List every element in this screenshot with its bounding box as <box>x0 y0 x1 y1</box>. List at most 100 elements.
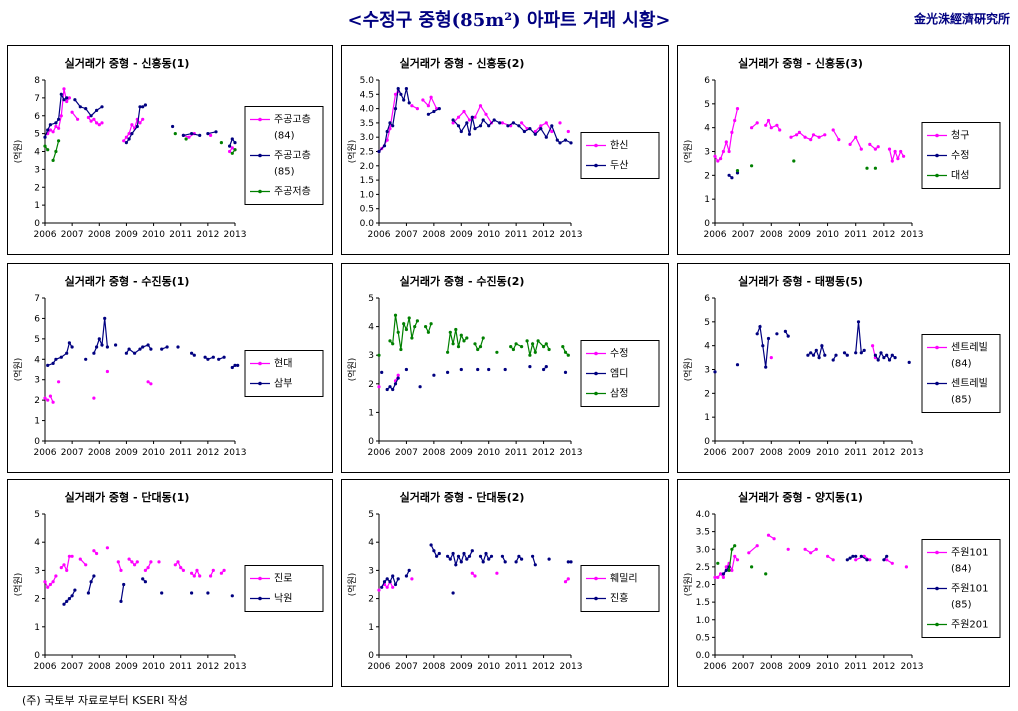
chart-title: 실거래가 중형 - 수진동(2) <box>400 274 525 288</box>
data-point <box>59 355 63 359</box>
data-point <box>415 319 419 323</box>
x-tick-label: 2008 <box>422 448 445 458</box>
data-point <box>724 568 728 572</box>
data-point <box>95 551 99 556</box>
x-tick-label: 2008 <box>760 230 783 240</box>
y-tick-label: 0 <box>368 437 374 447</box>
data-point <box>393 582 398 587</box>
data-point <box>122 582 126 587</box>
data-point <box>495 571 499 575</box>
data-point <box>555 138 559 142</box>
data-point <box>522 129 526 134</box>
data-point <box>451 551 455 556</box>
data-point <box>533 563 537 567</box>
data-point <box>498 121 502 125</box>
data-point <box>138 121 142 125</box>
data-point <box>57 380 61 384</box>
data-point <box>43 144 47 148</box>
data-point <box>48 128 53 132</box>
data-point <box>391 574 395 578</box>
data-point <box>764 365 768 369</box>
x-tick-label: 2011 <box>844 448 867 458</box>
x-tick-label: 2012 <box>872 662 895 672</box>
data-point <box>766 336 771 341</box>
x-tick-label: 2011 <box>844 230 867 240</box>
data-point <box>396 373 400 377</box>
y-tick-label: 5.0 <box>360 76 375 86</box>
data-point <box>462 551 466 556</box>
data-point <box>542 367 546 372</box>
data-point <box>769 356 773 360</box>
legend-entry: 센트레빌 <box>951 342 988 354</box>
legend-entry: 현대 <box>274 358 292 370</box>
data-point <box>233 363 237 367</box>
x-tick-label: 2010 <box>477 662 500 672</box>
y-tick-label: 2 <box>704 171 710 181</box>
data-point <box>834 353 838 357</box>
data-point <box>904 565 908 569</box>
data-point <box>489 554 494 558</box>
data-point <box>451 591 455 595</box>
x-tick-label: 2006 <box>704 662 727 672</box>
y-tick-label: 1.0 <box>696 616 711 626</box>
data-point <box>823 353 827 357</box>
data-point <box>769 126 773 130</box>
data-point <box>772 537 776 541</box>
data-point <box>481 118 485 122</box>
data-point <box>92 396 96 400</box>
data-point <box>73 588 77 592</box>
x-tick-label: 2013 <box>901 662 924 672</box>
y-axis-label: (억원) <box>12 573 24 597</box>
data-point <box>459 560 463 564</box>
data-point <box>43 580 47 584</box>
data-point <box>724 140 728 144</box>
y-tick-label: 5 <box>704 318 710 328</box>
data-point <box>143 580 147 584</box>
data-point <box>721 575 725 579</box>
data-point <box>868 142 872 146</box>
data-point <box>48 394 53 398</box>
data-point <box>783 329 787 333</box>
y-tick-label: 4.0 <box>696 510 711 520</box>
data-point <box>764 123 768 127</box>
data-point <box>124 351 128 355</box>
data-point <box>492 118 496 122</box>
x-tick-label: 2010 <box>816 448 839 458</box>
legend-marker <box>594 596 598 601</box>
chart-panel: 실거래가 중형 - 수진동(1) 0 1 2 3 4 5 6 7 2006 2007 2008 2009… <box>7 263 333 473</box>
data-point <box>396 87 400 91</box>
data-point <box>70 554 74 558</box>
legend-marker <box>258 189 262 194</box>
data-point <box>51 130 55 134</box>
legend-entry: 주공고층 <box>274 114 311 126</box>
data-point <box>228 149 232 154</box>
x-tick-label: 2011 <box>844 662 867 672</box>
data-point <box>862 348 866 352</box>
data-point <box>70 594 74 598</box>
data-point <box>65 599 69 603</box>
data-point <box>473 115 477 119</box>
data-point <box>230 365 234 370</box>
data-point <box>65 568 69 572</box>
series-line <box>855 321 865 354</box>
data-point <box>402 98 406 102</box>
y-tick-label: 1 <box>368 623 374 633</box>
data-point <box>230 151 234 155</box>
data-point <box>755 544 759 548</box>
x-tick-label: 2009 <box>115 662 138 672</box>
series-line <box>191 569 201 578</box>
data-point <box>89 119 93 123</box>
data-point <box>716 561 720 565</box>
data-point <box>396 577 400 581</box>
data-point <box>176 560 180 564</box>
data-point <box>51 361 55 365</box>
legend-entry: 청구 <box>951 130 969 142</box>
x-tick-label: 2008 <box>88 448 111 458</box>
data-point <box>727 149 731 154</box>
y-tick-label: 3 <box>368 566 374 576</box>
data-point <box>823 133 827 137</box>
data-point <box>814 547 818 551</box>
data-point <box>733 544 737 548</box>
legend-entry: 엠디 <box>610 368 628 380</box>
y-tick-label: 1 <box>34 623 40 633</box>
